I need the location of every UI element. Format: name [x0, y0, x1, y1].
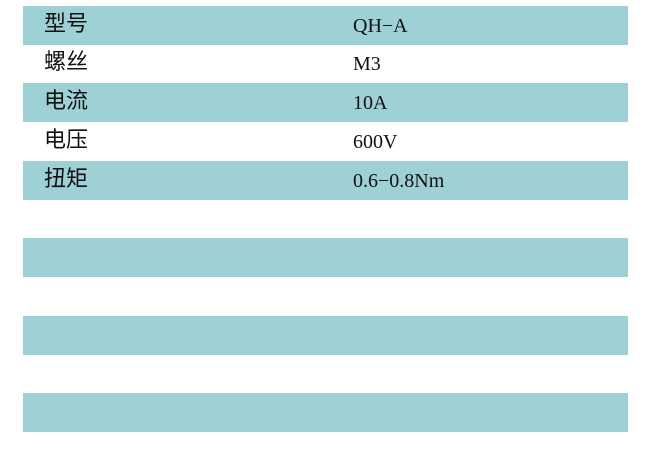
table-row: 扭矩 0.6−0.8Nm	[23, 161, 628, 200]
row-label: 电流	[44, 89, 89, 114]
table-row: 电压 600V	[23, 122, 628, 161]
row-label: 螺丝	[44, 50, 89, 75]
row-label: 扭矩	[44, 167, 89, 192]
empty-stripe	[23, 238, 628, 277]
table-row: 螺丝 M3	[23, 44, 628, 83]
row-label: 电压	[44, 128, 89, 153]
row-value: QH−A	[353, 15, 408, 37]
row-value: 10A	[353, 92, 388, 114]
row-label: 型号	[44, 12, 89, 37]
empty-stripe	[23, 316, 628, 355]
row-value: 0.6−0.8Nm	[353, 170, 445, 192]
row-value: M3	[353, 53, 381, 75]
table-row: 电流 10A	[23, 83, 628, 122]
empty-stripe	[23, 393, 628, 432]
table-row: 型号 QH−A	[23, 6, 628, 45]
row-value: 600V	[353, 131, 398, 153]
